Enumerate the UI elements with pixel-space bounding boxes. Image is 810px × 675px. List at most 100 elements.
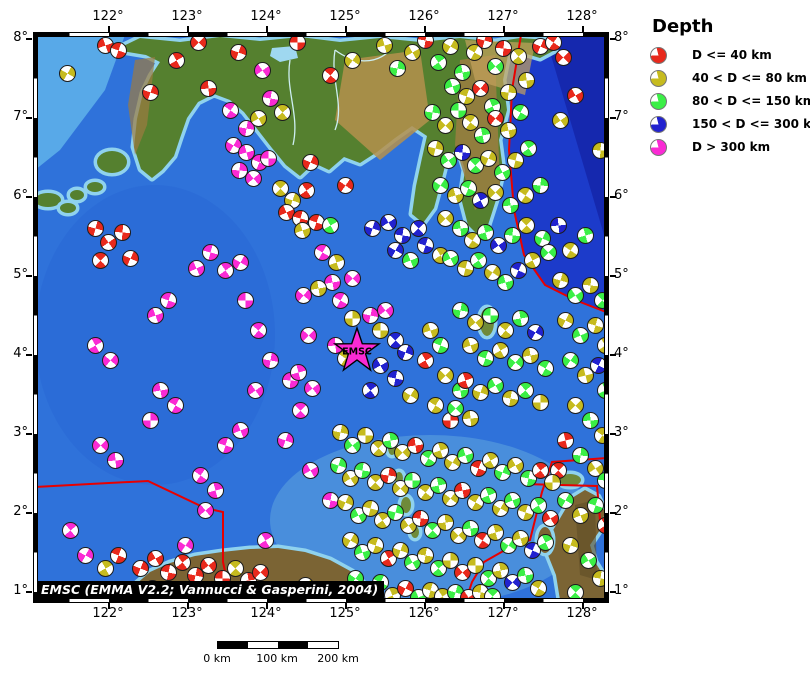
focal-mechanism-marker: [189, 35, 207, 51]
legend-label: D > 300 km: [692, 140, 771, 154]
lon-tick-top: [108, 26, 110, 32]
focal-mechanism-marker: [516, 566, 534, 584]
attribution-badge: EMSC (EMMA V2.2; Vannucci & Gasperini, 2…: [37, 581, 385, 599]
focal-mechanism-marker: [463, 231, 481, 249]
legend-label: 150 < D <= 300 km: [692, 117, 810, 131]
lon-label-top: 127°: [487, 9, 519, 24]
focal-mechanism-marker: [91, 436, 109, 454]
focal-mechanism-marker: [471, 79, 489, 97]
focal-mechanism-marker: [173, 553, 191, 571]
focal-mechanism-marker: [536, 533, 554, 551]
focal-mechanism-marker: [526, 323, 544, 341]
focal-mechanism-marker: [321, 66, 339, 84]
legend-row: 80 < D <= 150 km: [648, 91, 810, 114]
focal-mechanism-marker: [131, 559, 149, 577]
lat-label-right: 3°: [614, 425, 629, 440]
focal-mechanism-marker: [544, 35, 562, 51]
focal-mechanism-marker: [471, 191, 489, 209]
focal-mechanism-marker: [466, 556, 484, 574]
lat-label-left: 3°: [13, 425, 28, 440]
focal-mechanism-marker: [294, 286, 312, 304]
focal-mechanism-marker: [511, 309, 529, 327]
focal-mechanism-marker: [479, 486, 497, 504]
focal-mechanism-marker: [561, 536, 579, 554]
focal-mechanism-marker: [476, 223, 494, 241]
lat-label-left: 1°: [13, 583, 28, 598]
focal-mechanism-marker: [393, 226, 411, 244]
lon-tick-bottom: [187, 603, 189, 609]
land-sulu-isle: [56, 199, 80, 217]
legend-label: 80 < D <= 150 km: [692, 94, 810, 108]
focal-mechanism-marker: [461, 336, 479, 354]
map-frame-top: [33, 32, 609, 37]
focal-mechanism-marker: [481, 306, 499, 324]
focal-mechanism-marker: [501, 389, 519, 407]
focal-mechanism-marker: [586, 496, 604, 514]
focal-mechanism-marker: [596, 336, 607, 354]
focal-mechanism-marker: [86, 336, 104, 354]
lon-tick-bottom: [108, 603, 110, 609]
focal-mechanism-marker: [309, 279, 327, 297]
focal-mechanism-marker: [151, 381, 169, 399]
focal-mechanism-marker: [386, 241, 404, 259]
lat-tick-right: [610, 433, 616, 435]
focal-mechanism-marker: [461, 113, 479, 131]
focal-mechanism-marker: [301, 153, 319, 171]
focal-mechanism-marker: [441, 551, 459, 569]
land-basilan: [93, 147, 131, 177]
lon-tick-top: [503, 26, 505, 32]
lat-tick-right: [610, 275, 616, 277]
highlands-central: [335, 50, 430, 160]
focal-mechanism-marker: [409, 219, 427, 237]
lat-label-left: 8°: [13, 30, 28, 45]
focal-mechanism-marker: [486, 109, 504, 127]
focal-mechanism-marker: [471, 383, 489, 401]
lon-tick-bottom: [582, 603, 584, 609]
focal-mechanism-marker: [511, 529, 529, 547]
lon-label-bottom: 127°: [487, 606, 519, 621]
focal-mechanism-marker: [431, 441, 449, 459]
focal-mechanism-marker: [571, 446, 589, 464]
focal-mechanism-marker: [403, 471, 421, 489]
focal-mechanism-marker: [221, 101, 239, 119]
lake-lanao: [270, 46, 298, 62]
focal-mechanism-marker: [493, 163, 511, 181]
land-sangihe-isle: [397, 493, 415, 517]
focal-mechanism-marker: [593, 291, 607, 309]
lat-label-right: 7°: [614, 109, 629, 124]
focal-mechanisms-layer: [35, 35, 607, 600]
lon-label-top: 128°: [566, 9, 598, 24]
focal-mechanism-marker: [556, 311, 574, 329]
focal-mechanism-marker: [586, 459, 604, 477]
lon-label-bottom: 124°: [250, 606, 282, 621]
focal-mechanism-marker: [271, 179, 289, 197]
focal-mechanism-marker: [376, 301, 394, 319]
lat-label-right: 6°: [614, 188, 629, 203]
focal-mechanism-marker: [237, 143, 255, 161]
focal-mechanism-marker: [386, 503, 404, 521]
focal-mechanism-marker: [423, 521, 441, 539]
focal-mechanism-marker: [361, 381, 379, 399]
focal-mechanism-marker: [166, 396, 184, 414]
focal-mechanism-marker: [473, 126, 491, 144]
focal-mechanism-marker: [436, 116, 454, 134]
focal-mechanism-marker: [121, 249, 139, 267]
focal-mechanism-marker: [461, 519, 479, 537]
focal-mechanism-marker: [375, 36, 393, 54]
legend-title: Depth: [652, 16, 714, 37]
focal-mechanism-marker: [516, 381, 534, 399]
legend-row: D <= 40 km: [648, 45, 808, 68]
lat-label-left: 2°: [13, 504, 28, 519]
focal-mechanism-marker: [356, 426, 374, 444]
focal-mechanism-marker: [373, 511, 391, 529]
focal-mechanism-marker: [86, 219, 104, 237]
focal-mechanism-marker: [301, 461, 319, 479]
focal-mechanism-marker: [327, 253, 345, 271]
focal-mechanism-marker: [361, 499, 379, 517]
focal-mechanism-marker: [411, 509, 429, 527]
lon-tick-top: [266, 26, 268, 32]
land-sulu-isle: [83, 178, 107, 196]
focal-mechanism-marker: [449, 101, 467, 119]
focal-mechanism-marker: [596, 516, 607, 534]
